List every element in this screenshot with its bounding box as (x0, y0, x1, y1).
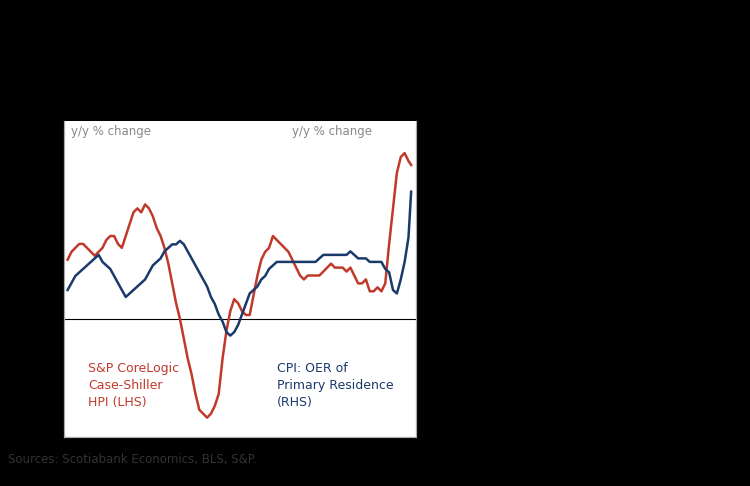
Text: Homebuying Price Surges Causing
Upward Pressure on Rents: Homebuying Price Surges Causing Upward P… (51, 41, 373, 80)
Text: S&P CoreLogic
Case-Shiller
HPI (LHS): S&P CoreLogic Case-Shiller HPI (LHS) (88, 363, 179, 409)
Text: y/y % change: y/y % change (292, 125, 372, 139)
Text: Sources: Scotiabank Economics, BLS, S&P.: Sources: Scotiabank Economics, BLS, S&P. (8, 453, 257, 466)
Text: CPI: OER of
Primary Residence
(RHS): CPI: OER of Primary Residence (RHS) (277, 363, 394, 409)
Text: y/y % change: y/y % change (70, 125, 151, 139)
